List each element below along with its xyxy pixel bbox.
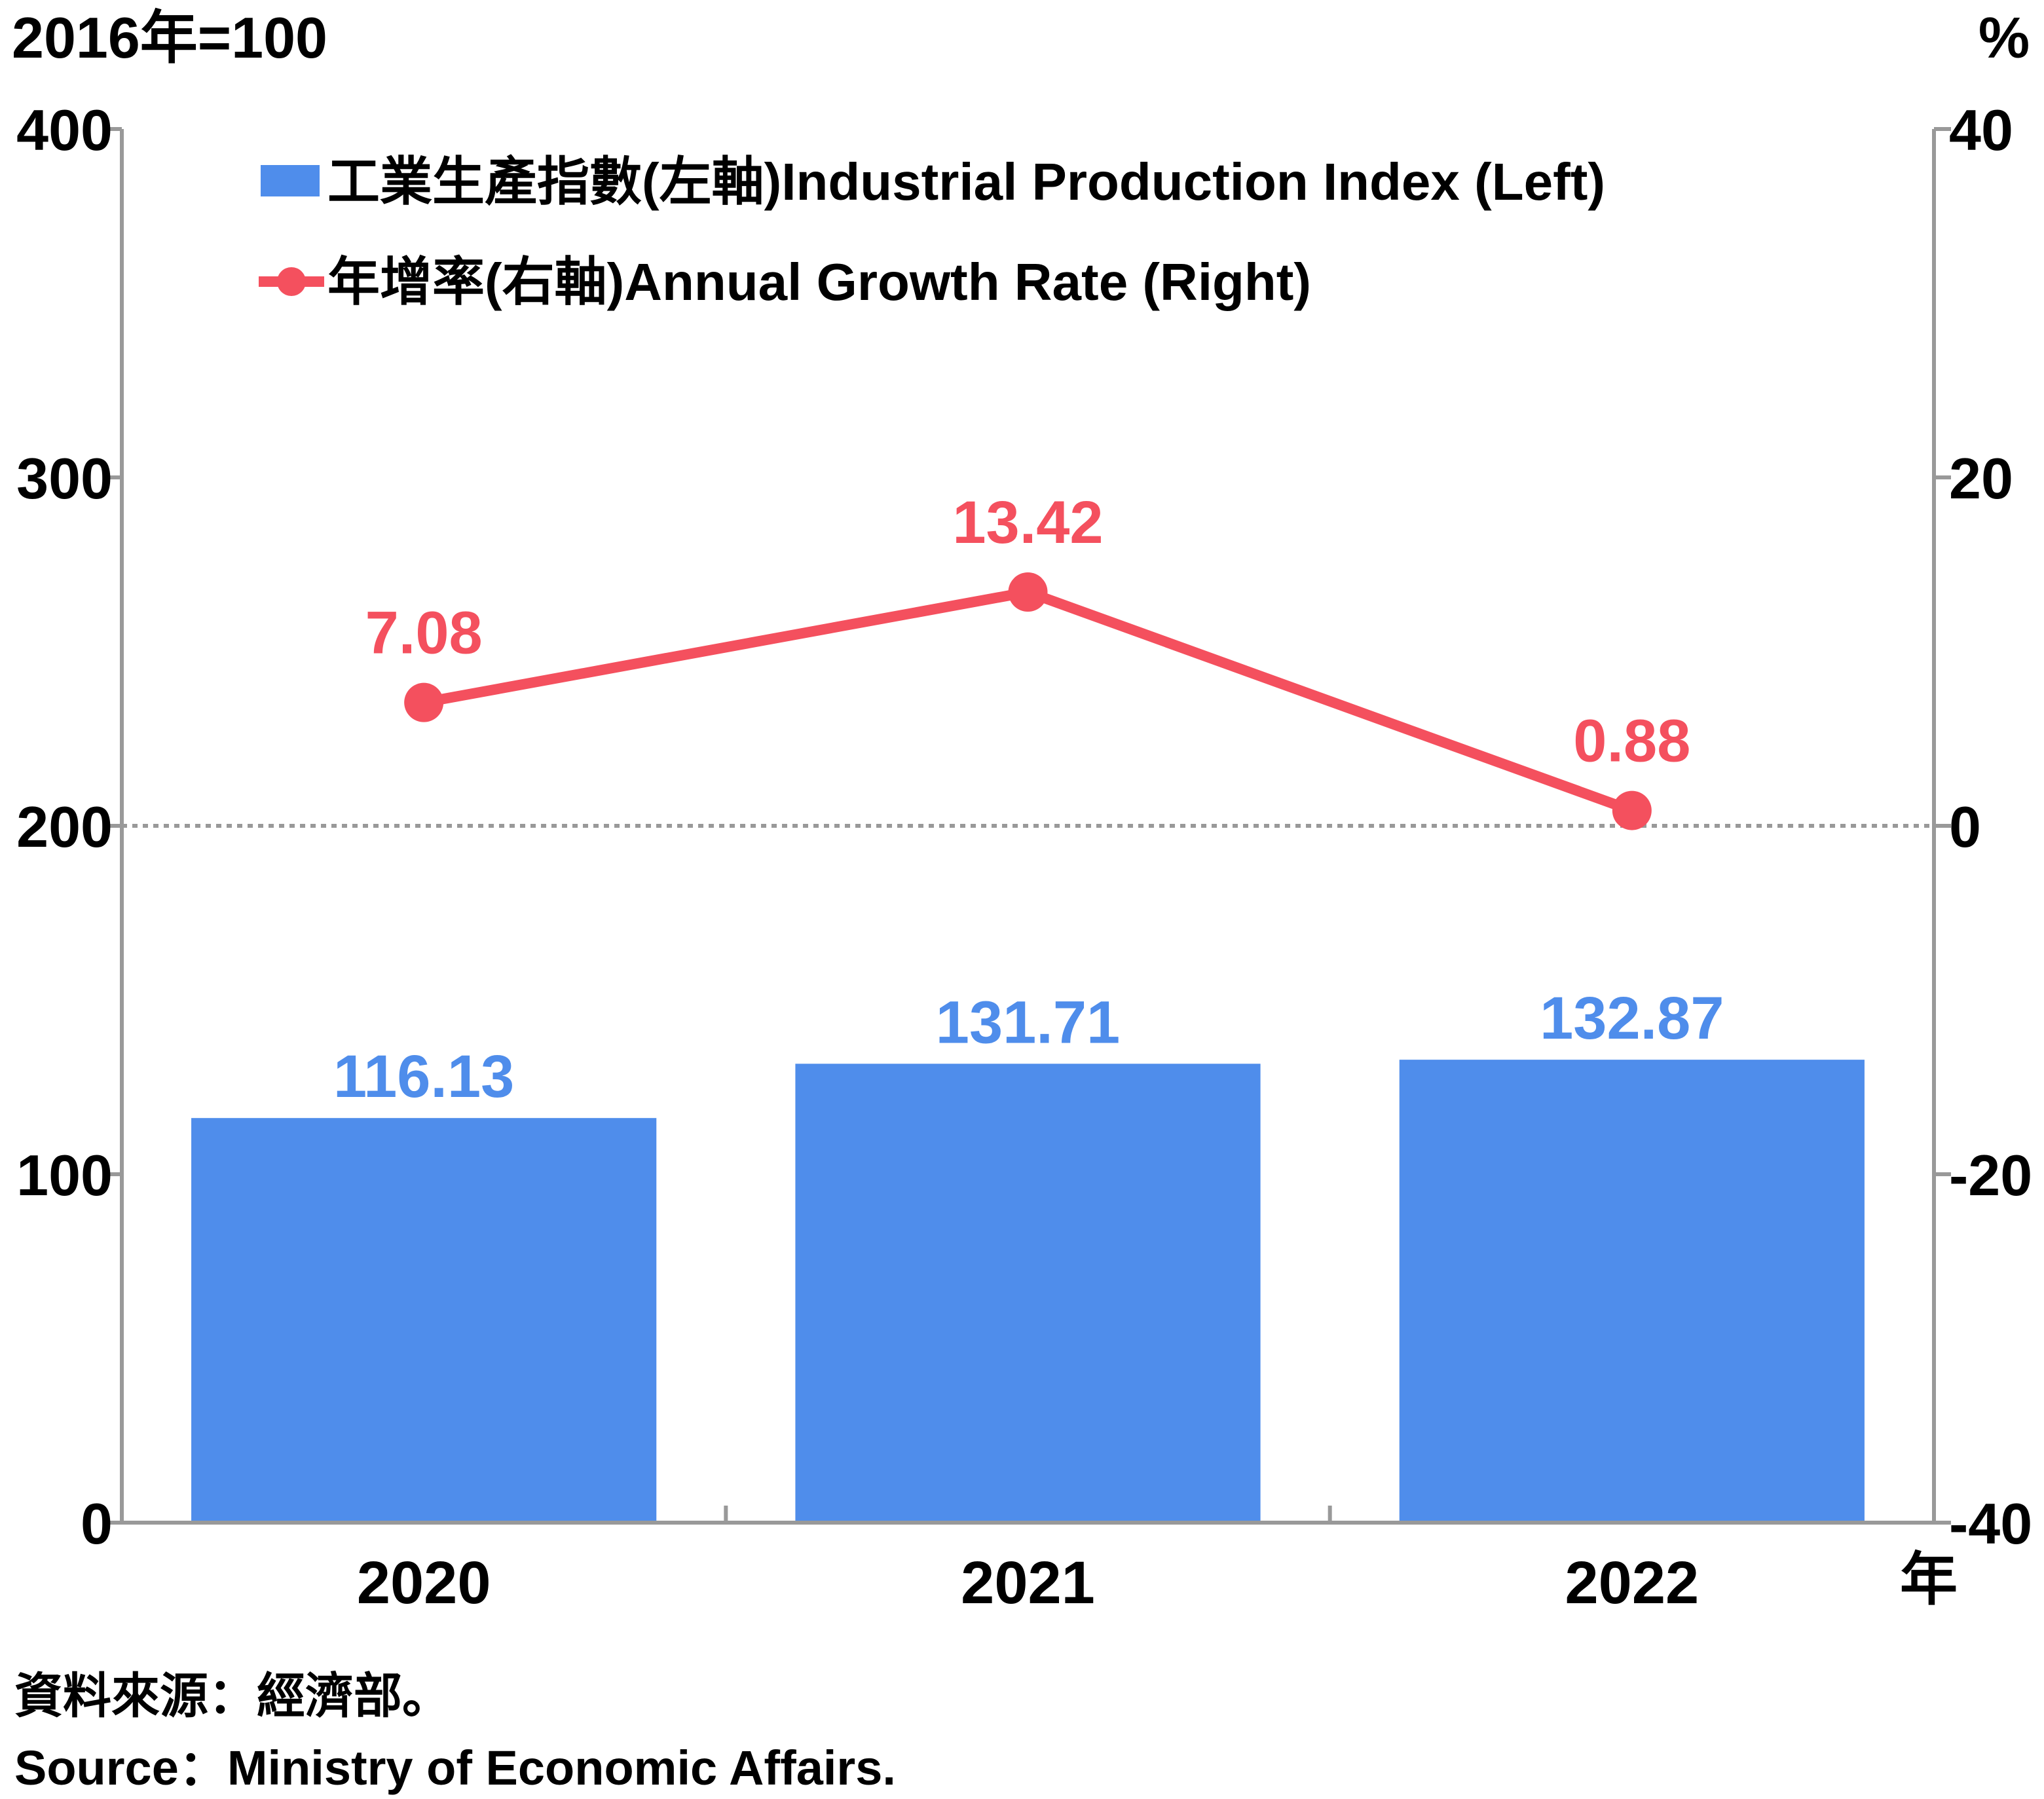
left-tick-label: 400 [16,98,113,162]
legend-bar-label: 工業生產指數(左軸)Industrial Production Index (L… [327,153,1605,211]
bar-data-label: 131.71 [936,989,1120,1056]
legend-line-label: 年增率(右軸)Annual Growth Rate (Right) [327,253,1311,311]
left-tick-label: 300 [16,446,113,511]
bar-2022 [1399,1060,1865,1521]
right-tick-label: -40 [1949,1491,2032,1556]
bar-data-label: 116.13 [333,1043,514,1110]
legend-bar-swatch [261,165,320,196]
x-axis-ticks: 2020 2021 2022 [357,1506,1699,1616]
right-tick-label: -20 [1949,1143,2032,1208]
left-tick-label: 0 [81,1491,113,1556]
left-tick-label: 200 [16,794,113,859]
source-note-zh: 資料來源：經濟部。 [14,1669,451,1723]
source-note-en: Source：Ministry of Economic Affairs. [14,1741,896,1795]
line-data-label: 13.42 [952,489,1103,556]
bar-series: 116.13 131.71 132.87 [191,985,1865,1521]
x-axis-unit: 年 [1900,1547,1958,1612]
bar-2021 [795,1064,1261,1521]
x-tick-label: 2022 [1565,1549,1699,1616]
x-tick-label: 2021 [961,1549,1095,1616]
bar-2020 [191,1118,657,1521]
line-point-2022 [1612,790,1652,830]
legend: 工業生產指數(左軸)Industrial Production Index (L… [259,153,1605,311]
bar-data-label: 132.87 [1540,985,1724,1052]
right-tick-label: 0 [1949,794,1981,859]
left-tick-label: 100 [16,1143,113,1208]
line-point-2021 [1008,572,1048,612]
right-tick-label: 20 [1949,446,2013,511]
right-tick-label: 40 [1949,98,2013,162]
line-data-label: 0.88 [1573,708,1690,775]
left-axis-unit: 2016年=100 [12,5,327,70]
line-series: 7.08 13.42 0.88 [365,489,1690,830]
right-axis-unit: % [1979,5,2030,70]
legend-line-marker [277,267,306,296]
left-axis-ticks: 0 100 200 300 400 [16,98,122,1556]
line-point-2020 [404,682,444,722]
growth-rate-line [422,587,1634,816]
right-axis-ticks: -40 -20 0 20 40 [1934,98,2032,1556]
x-tick-label: 2020 [357,1549,491,1616]
line-data-label: 7.08 [365,600,483,667]
